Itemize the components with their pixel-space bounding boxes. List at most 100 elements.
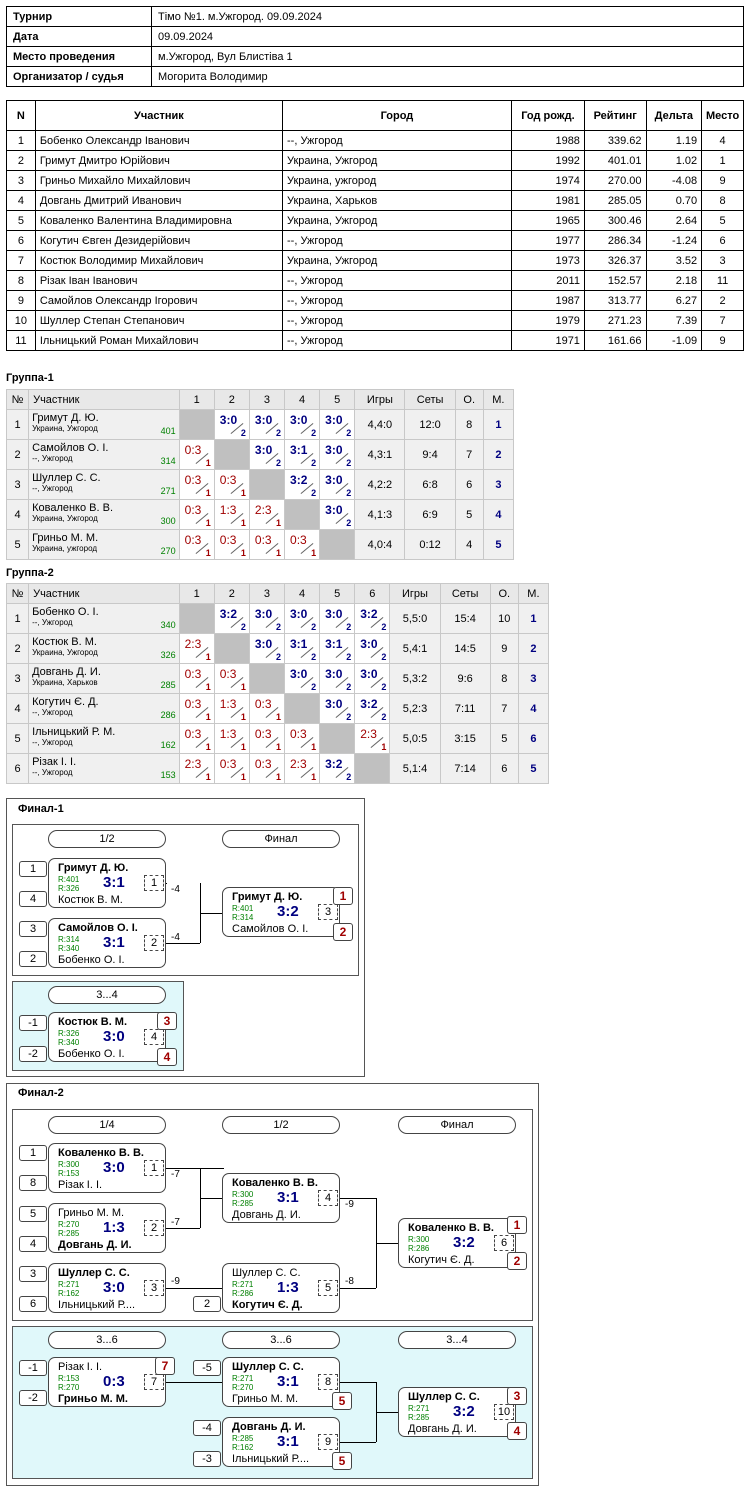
match-score-cell[interactable]: 3:0 2	[283, 603, 321, 634]
match-score-cell[interactable]: 3:0 2	[319, 663, 356, 694]
match-score-cell[interactable]: 3:0 2	[248, 633, 286, 664]
match-score-cell[interactable]: 0:3 1	[248, 753, 286, 784]
match-score-cell[interactable]: 2:3 1	[178, 633, 215, 664]
match-score-cell[interactable]: 3:0 2	[248, 439, 286, 470]
place-stat: 4	[482, 499, 515, 530]
match-score-cell[interactable]: 0:3 1	[178, 693, 215, 724]
match-score-cell[interactable]: 2:3 1	[283, 753, 321, 784]
match-score-cell[interactable]: 3:2 2	[319, 753, 356, 784]
match-score-cell[interactable]: 3:0 2	[248, 409, 286, 440]
match-score-cell[interactable]: 3:2 2	[354, 603, 391, 634]
match-score-cell[interactable]: 0:3 1	[178, 663, 215, 694]
sets-stat: 7:11	[439, 693, 491, 724]
match-score-cell[interactable]: 1:3 1	[213, 499, 250, 530]
match-score-cell[interactable]: 0:3 1	[213, 469, 250, 500]
match-score-cell[interactable]: 3:0 2	[319, 439, 356, 470]
match-score-cell[interactable]: 0:3 1	[178, 469, 215, 500]
self-cell	[248, 663, 286, 694]
participant-city: --, Ужгород	[32, 768, 73, 777]
match-score-cell[interactable]: 0:3 1	[283, 723, 321, 754]
match-score-cell[interactable]: 3:0 2	[283, 663, 321, 694]
player-name: Костюк Володимир Михайлович	[34, 250, 284, 271]
match-score-cell[interactable]: 3:1 2	[319, 633, 356, 664]
match-score-cell[interactable]: 0:3 1	[213, 529, 250, 560]
match-points: 2	[346, 622, 352, 632]
points-stat: 6	[489, 753, 519, 784]
bracket-match[interactable]: Гримут Д. Ю. R:401 R:314 3:2 3 Самойлов О. І.	[222, 887, 340, 937]
bracket-match[interactable]: Коваленко В. В. R:300 R:153 3:0 1 Різак І. І.	[48, 1143, 166, 1193]
participant-cell: Ільницький Р. М. --, Ужгород 162	[28, 723, 180, 754]
bracket-match[interactable]: Шуллер С. С. R:271 R:285 3:2 10 Довгань Д. И.	[398, 1387, 516, 1437]
match-score-cell[interactable]: 3:2 2	[354, 693, 391, 724]
match-score-cell[interactable]: 0:3 1	[248, 723, 286, 754]
place-stat: 5	[482, 529, 515, 560]
match-score-cell[interactable]: 3:0 2	[319, 469, 356, 500]
match-points: 2	[275, 622, 281, 632]
match-points: 1	[240, 548, 246, 558]
match-score-cell[interactable]: 1:3 1	[213, 723, 250, 754]
match-score-cell[interactable]: 0:3 1	[213, 753, 250, 784]
participant-city: Украина, ужгород	[32, 544, 98, 553]
participant-name: Коваленко В. В.	[32, 502, 114, 514]
match-score: 1:3	[219, 697, 237, 711]
match-score-cell[interactable]: 0:3 1	[248, 693, 286, 724]
match-score-cell[interactable]: 0:3 1	[178, 529, 215, 560]
player-number: 1	[6, 130, 36, 151]
match-score-cell[interactable]: 0:3 1	[248, 529, 286, 560]
bracket-match[interactable]: Гриньо М. М. R:270 R:285 1:3 2 Довгань Д. И.	[48, 1203, 166, 1253]
player-birth-year: 1979	[510, 310, 585, 331]
match-score-cell[interactable]: 3:0 2	[354, 663, 391, 694]
table-row: 7 Костюк Володимир Михайлович Украина, Ужг…	[6, 250, 744, 271]
player-name: Довгань Дмитрий Иванович	[34, 190, 284, 211]
match-score-cell[interactable]: 3:0 2	[284, 409, 321, 440]
match-score-cell[interactable]: 0:3 1	[178, 499, 215, 530]
bracket-match[interactable]: Шуллер С. С. R:271 R:286 1:3 5 Когутич Є. Д.	[222, 1263, 340, 1313]
bracket-match[interactable]: Костюк В. М. R:326 R:340 3:0 4 Бобенко О. І.	[48, 1012, 166, 1062]
match-score-cell[interactable]: 3:0 2	[213, 409, 250, 440]
match-score: 3:0	[325, 473, 343, 487]
table-row: 11 Ільницький Роман Михайлович --, Ужгород…	[6, 330, 744, 351]
match-player-1: Коваленко В. В.	[58, 1147, 144, 1159]
match-score-cell[interactable]: 2:3 1	[354, 723, 391, 754]
match-score-cell[interactable]: 0:3 1	[213, 663, 250, 694]
match-points: 2	[276, 458, 282, 468]
match-score-cell[interactable]: 3:0 2	[248, 603, 286, 634]
col-sets: Сеты	[439, 583, 491, 604]
match-score: 2:3	[360, 727, 377, 741]
bracket-connector	[166, 1168, 224, 1169]
match-score-cell[interactable]: 3:0 2	[319, 693, 356, 724]
match-score-cell[interactable]: 3:0 2	[354, 633, 391, 664]
match-score-cell[interactable]: 0:3 1	[178, 723, 215, 754]
match-score-cell[interactable]: 2:3 1	[248, 499, 286, 530]
bracket-match[interactable]: Коваленко В. В. R:300 R:286 3:2 6 Когутич Є. …	[398, 1218, 516, 1268]
bracket-match[interactable]: Гримут Д. Ю. R:401 R:326 3:1 1 Костюк В. М.	[48, 858, 166, 908]
match-score-cell[interactable]: 0:3 1	[284, 529, 321, 560]
match-player-2: Ільницький Р....	[232, 1453, 310, 1465]
match-score-cell[interactable]: 3:2 2	[213, 603, 250, 634]
bracket-match[interactable]: Коваленко В. В. R:300 R:285 3:1 4 Довгань Д. …	[222, 1173, 340, 1223]
seed-box: -2	[19, 1390, 47, 1406]
match-score-cell[interactable]: 2:3 1	[178, 753, 215, 784]
match-number: 2	[144, 1220, 164, 1236]
column-header: Город	[282, 100, 512, 131]
match-score: 0:3	[219, 667, 237, 681]
match-score-cell[interactable]: 1:3 1	[213, 693, 250, 724]
bracket-match[interactable]: Довгань Д. И. R:285 R:162 3:1 9 Ільницький Р.…	[222, 1417, 340, 1467]
seed-box: -3	[193, 1451, 221, 1467]
match-points: 1	[275, 712, 281, 722]
match-score-cell[interactable]: 3:0 2	[319, 409, 356, 440]
match-player-1: Коваленко В. В.	[408, 1222, 494, 1234]
match-player-2: Довгань Д. И.	[232, 1209, 301, 1221]
match-score-cell[interactable]: 3:0 2	[319, 603, 356, 634]
bracket-match[interactable]: Різак І. І. R:153 R:270 0:3 7 Гриньо М. М.	[48, 1357, 166, 1407]
match-score-cell[interactable]: 3:1 2	[284, 439, 321, 470]
match-number: 3	[318, 904, 338, 920]
match-score-cell[interactable]: 0:3 1	[178, 439, 215, 470]
match-score-cell[interactable]: 3:0 2	[319, 499, 356, 530]
bracket-match[interactable]: Самойлов О. І. R:314 R:340 3:1 2 Бобенко О. І…	[48, 918, 166, 968]
match-score-cell[interactable]: 3:1 2	[283, 633, 321, 664]
match-score-cell[interactable]: 3:2 2	[284, 469, 321, 500]
bracket-match[interactable]: Шуллер С. С. R:271 R:162 3:0 3 Ільницький Р..…	[48, 1263, 166, 1313]
match-rating-2: R:340	[58, 1038, 80, 1047]
bracket-match[interactable]: Шуллер С. С. R:271 R:270 3:1 8 Гриньо М. М.	[222, 1357, 340, 1407]
